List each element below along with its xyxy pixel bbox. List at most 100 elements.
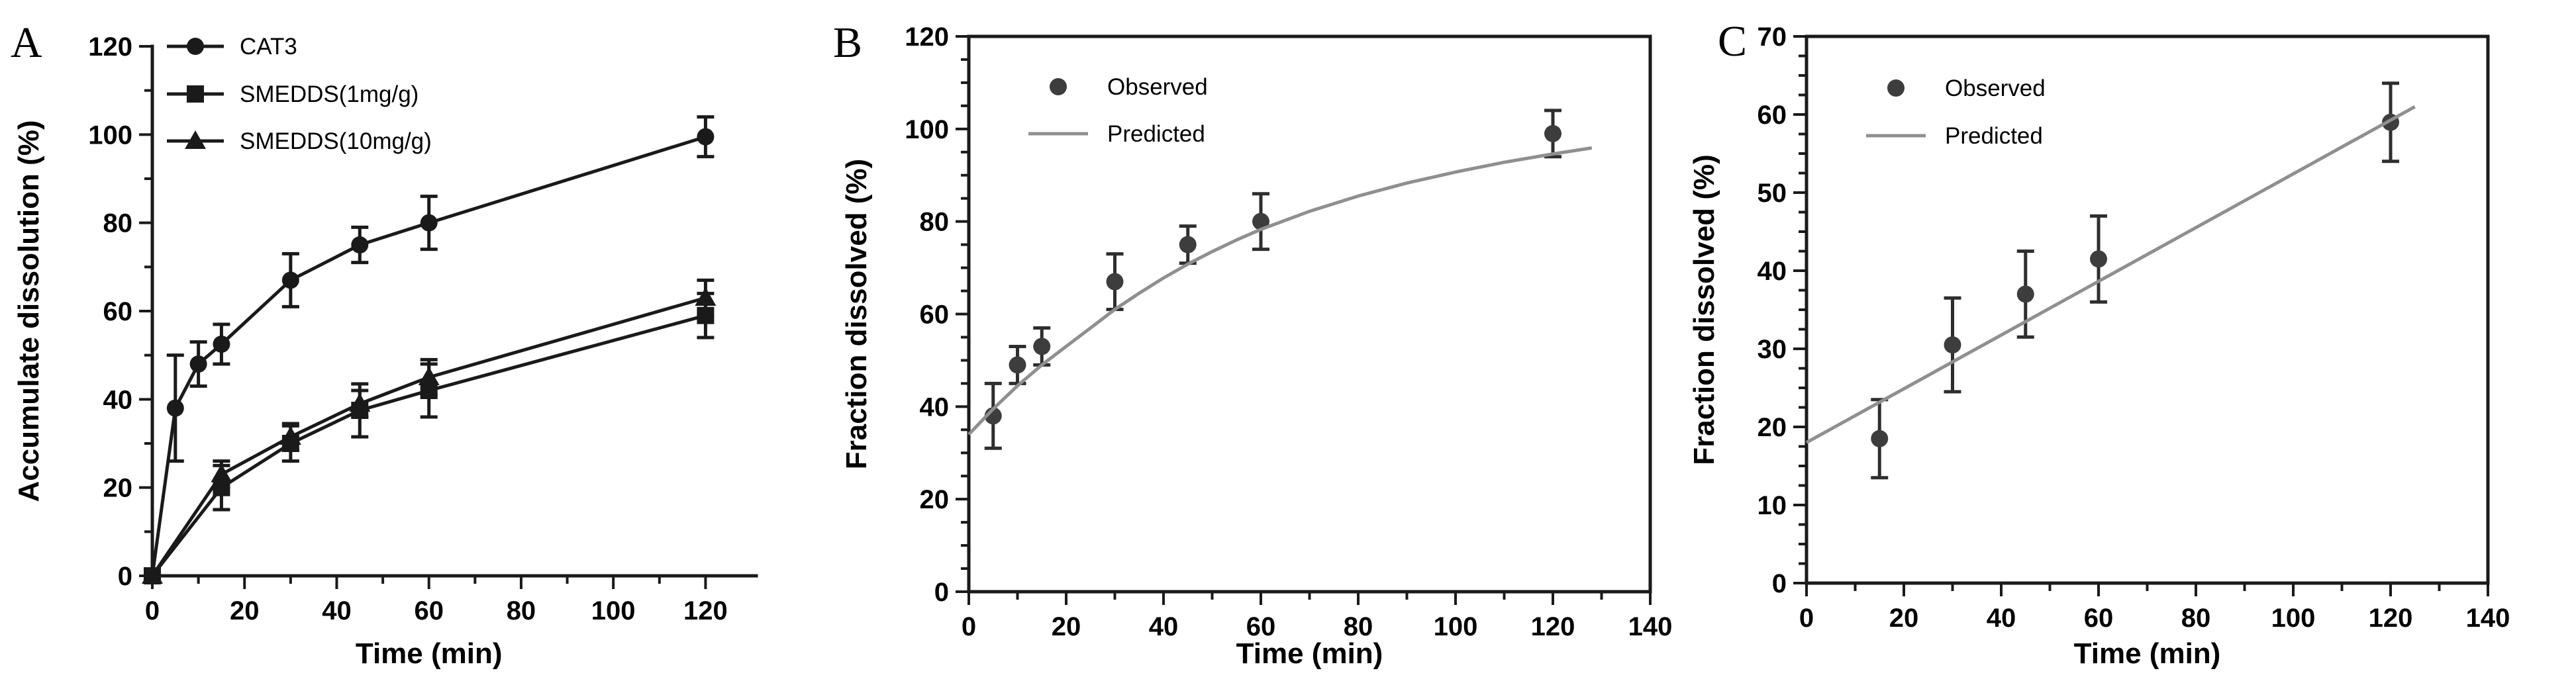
panel-A-ticks xyxy=(139,45,707,589)
panel-A-x-tick-label: 60 xyxy=(414,596,444,625)
legend-label: Predicted xyxy=(1945,123,2043,149)
panel-A-letter: A xyxy=(11,19,42,67)
panel-B-y-tick-label: 0 xyxy=(934,578,949,607)
panel-B-x-tick-label: 0 xyxy=(962,612,976,641)
panel-A-y-tick-label: 40 xyxy=(103,385,133,414)
panel-A-data-point-triangle-icon xyxy=(349,393,371,412)
legend-label: SMEDDS(10mg/g) xyxy=(240,128,432,154)
legend-item-predicted: Predicted xyxy=(1028,121,1205,147)
panel-A-series-cat3 xyxy=(144,115,715,584)
panel-B-series-predicted xyxy=(967,146,1593,436)
panel-B-y-tick-label: 100 xyxy=(905,115,949,144)
panel-A-data-point-triangle-icon xyxy=(418,367,440,385)
panel-C-y-tick-label: 70 xyxy=(1758,23,1787,52)
panel-C-x-axis-title: Time (min) xyxy=(2074,637,2221,670)
panel-C-x-tick-label: 100 xyxy=(2271,604,2316,633)
panel-C-x-tick-label: 20 xyxy=(1889,604,1919,633)
panel-A-data-point-circle-icon xyxy=(697,128,715,146)
legend-circle-marker-icon xyxy=(187,38,204,55)
panel-B-y-tick-label: 120 xyxy=(905,23,949,52)
panel-C-y-tick-label: 30 xyxy=(1758,335,1787,364)
panel-B-y-tick-label: 60 xyxy=(920,300,950,330)
panel-A-data-point-circle-icon xyxy=(213,336,230,353)
panel-A-x-tick-label: 100 xyxy=(591,596,636,625)
panel-B-x-tick-label: 140 xyxy=(1628,612,1673,641)
panel-C-letter: C xyxy=(1718,17,1747,66)
legend-triangle-marker-icon xyxy=(185,130,206,149)
panel-A-x-tick-label: 20 xyxy=(230,596,260,625)
panel-A-data-point-triangle-icon xyxy=(142,565,163,584)
panel-B-y-tick-label: 80 xyxy=(920,208,950,237)
panel-B-data-point-circle-icon xyxy=(1106,273,1124,291)
panel-B-legend: Observed Predicted xyxy=(1028,74,1208,147)
panel-C-data-point-circle-icon xyxy=(1871,430,1889,447)
panel-B-data-point-circle-icon xyxy=(1009,356,1026,374)
panel-B-data-point-circle-icon xyxy=(1033,338,1051,355)
panel-C-x-tick-label: 60 xyxy=(2084,604,2114,633)
panel-A-series-line xyxy=(150,296,707,577)
panel-C-series-predicted xyxy=(1805,105,2416,444)
panel-B-x-tick-label: 20 xyxy=(1052,612,1081,641)
panel-B-predicted-line xyxy=(967,146,1593,436)
panel-C-y-tick-label: 50 xyxy=(1758,179,1787,208)
legend-label: SMEDDS(1mg/g) xyxy=(240,81,419,107)
legend-label: CAT3 xyxy=(240,34,297,60)
panel-B-ticks xyxy=(956,35,1652,605)
legend-item-smedds-1mg-g-: SMEDDS(1mg/g) xyxy=(167,81,419,107)
panel-C-x-tick-label: 0 xyxy=(1799,604,1814,633)
panel-B-data-point-circle-icon xyxy=(1179,236,1197,253)
legend-circle-marker-icon xyxy=(1050,78,1067,95)
panel-A-x-tick-label: 120 xyxy=(683,596,728,625)
panel-C-y-axis-title: Fraction dissolved (%) xyxy=(1688,154,1720,465)
panel-B-data-point-circle-icon xyxy=(1252,212,1269,230)
legend-item-observed: Observed xyxy=(1050,74,1208,100)
panel-C-data-point-circle-icon xyxy=(1944,336,1961,354)
panel-B-data-point-circle-icon xyxy=(1544,124,1561,142)
panel-C-x-tick-label: 140 xyxy=(2466,604,2510,633)
panel-C-x-tick-label: 80 xyxy=(2181,604,2211,633)
panel-C-y-tick-label: 40 xyxy=(1758,257,1787,286)
panel-A-y-tick-label: 60 xyxy=(103,297,133,326)
panel-B-x-tick-label: 40 xyxy=(1149,612,1179,641)
panel-B-x-tick-label: 100 xyxy=(1434,612,1478,641)
panel-C-y-tick-label: 60 xyxy=(1758,101,1787,130)
panel-B: 0 20 40 60 80 100 120 140 0 20 40 60 80 100 120 Observe… xyxy=(833,19,1672,670)
panel-C-data-point-circle-icon xyxy=(2090,250,2107,268)
panel-A-x-tick-label: 40 xyxy=(322,596,352,625)
panel-C-data-point-circle-icon xyxy=(2016,285,2034,303)
panel-A-x-tick-label: 80 xyxy=(507,596,536,625)
panel-A-y-tick-label: 0 xyxy=(118,562,132,591)
panel-B-y-tick-label: 20 xyxy=(920,485,950,514)
legend-item-cat3: CAT3 xyxy=(167,34,297,60)
legend-item-observed: Observed xyxy=(1887,75,2046,101)
legend-label: Predicted xyxy=(1107,121,1205,147)
panel-A-data-point-circle-icon xyxy=(420,214,438,232)
panel-C-y-tick-label: 10 xyxy=(1758,491,1787,520)
panel-B-y-axis-title: Fraction dissolved (%) xyxy=(840,159,873,469)
panel-A-data-point-circle-icon xyxy=(281,271,299,289)
legend-label: Observed xyxy=(1945,75,2046,101)
panel-B-x-tick-label: 120 xyxy=(1531,612,1575,641)
panel-A-data-point-triangle-icon xyxy=(279,426,301,445)
panel-B-frame xyxy=(967,34,1652,594)
panel-C-x-tick-label: 120 xyxy=(2369,604,2413,633)
legend-square-marker-icon xyxy=(187,85,204,103)
panel-A-data-point-triangle-icon xyxy=(695,287,717,306)
panel-C-y-tick-label: 0 xyxy=(1772,569,1787,598)
panel-A: 0 20 40 60 80 100 120 0 20 40 60 80 100 120 CAT3 SMEDDS… xyxy=(11,19,758,670)
panel-A-data-point-circle-icon xyxy=(166,399,184,417)
panel-A-data-point-triangle-icon xyxy=(211,463,232,482)
panel-B-series-observed xyxy=(984,109,1561,450)
panel-A-axes xyxy=(150,44,758,578)
panel-A-x-tick-label: 0 xyxy=(145,596,160,625)
panel-C-predicted-line xyxy=(1805,105,2416,444)
panel-B-y-tick-label: 40 xyxy=(920,392,950,422)
panel-B-letter: B xyxy=(833,19,862,67)
panel-A-y-axis-title: Accumulate dissolution (%) xyxy=(13,120,45,502)
panel-B-x-axis-title: Time (min) xyxy=(1236,637,1383,670)
legend-item-smedds-10mg-g-: SMEDDS(10mg/g) xyxy=(167,128,432,154)
panel-A-series-smedds-10mg-g- xyxy=(142,278,717,584)
panel-A-x-axis-title: Time (min) xyxy=(356,637,503,670)
